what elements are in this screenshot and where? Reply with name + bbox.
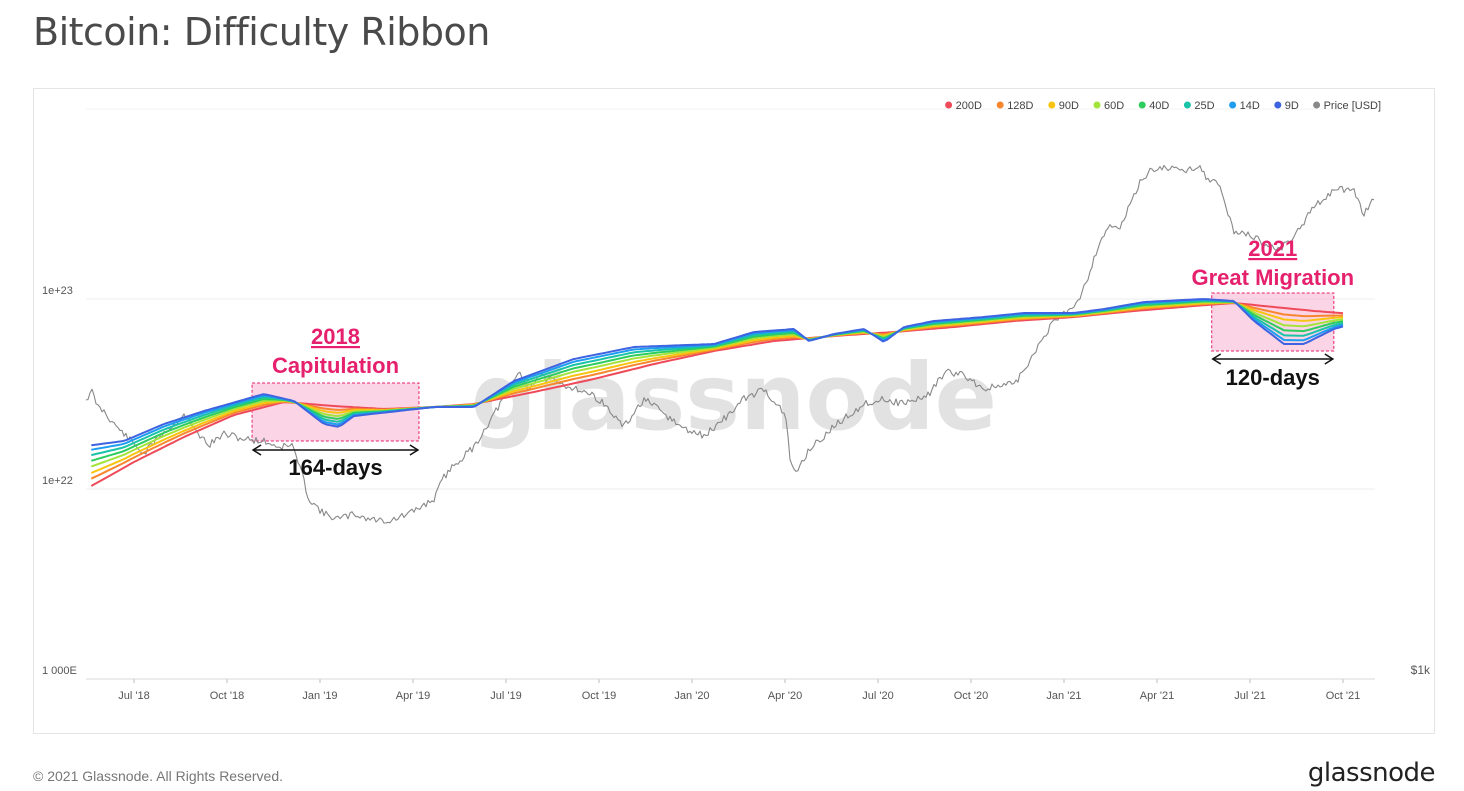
x-tick-label: Jan '19 xyxy=(302,690,337,702)
x-tick-label: Jan '21 xyxy=(1046,690,1081,702)
page-title: Bitcoin: Difficulty Ribbon xyxy=(33,10,490,54)
annotations: 2018 Capitulation 164-days 2021 Great Migrat… xyxy=(251,236,1354,480)
legend-marker[interactable] xyxy=(1138,101,1146,109)
annotation-box xyxy=(1211,292,1335,352)
y-tick-label: 1e+22 xyxy=(42,475,73,487)
annotation-label: Great Migration xyxy=(1191,265,1354,290)
legend[interactable]: Price [USD] 9D 14D 25D 40D 60D 90D 128D 200D xyxy=(945,100,1381,112)
legend-marker[interactable] xyxy=(1048,101,1056,109)
legend-marker[interactable] xyxy=(1313,101,1321,109)
ribbon-line-9D xyxy=(91,298,1344,447)
y-tick-label: 1 000E xyxy=(42,665,77,677)
legend-marker[interactable] xyxy=(1274,101,1282,109)
x-tick-label: Jul '18 xyxy=(118,690,149,702)
y-right-tick-label: $1k xyxy=(1411,663,1431,677)
annotation-arrow-head xyxy=(1211,353,1222,365)
difficulty-ribbon-chart: glassnode 1e+23 1e+22 1 000E $1k Jul '18 Oct … xyxy=(42,100,1431,702)
legend-marker[interactable] xyxy=(1229,101,1237,109)
annotation-year: 2018 xyxy=(311,324,360,349)
y-tick-label: 1e+23 xyxy=(42,285,73,297)
legend-item[interactable]: Price [USD] xyxy=(1324,100,1381,112)
x-tick-label: Oct '21 xyxy=(1326,690,1361,702)
x-tick-label: Oct '19 xyxy=(582,690,617,702)
price-series xyxy=(85,164,1375,524)
brand-logo[interactable]: glassnode xyxy=(1307,758,1436,788)
x-tick-label: Apr '21 xyxy=(1140,690,1175,702)
annotation-arrow-head xyxy=(1324,353,1335,365)
chart-panel: glassnode 1e+23 1e+22 1 000E $1k Jul '18 Oct … xyxy=(33,88,1435,734)
price-line xyxy=(85,164,1375,524)
watermark: glassnode xyxy=(471,344,997,451)
x-tick-label: Oct '18 xyxy=(210,690,245,702)
annotation-duration: 120-days xyxy=(1226,365,1320,390)
legend-item[interactable]: 90D xyxy=(1059,100,1079,112)
x-tick-label: Jul '19 xyxy=(490,690,521,702)
legend-marker[interactable] xyxy=(945,101,953,109)
x-tick-label: Apr '19 xyxy=(396,690,431,702)
annotation-year: 2021 xyxy=(1248,236,1297,261)
annotation-arrow-head xyxy=(251,444,262,456)
x-tick-label: Oct '20 xyxy=(954,690,989,702)
annotation-label: Capitulation xyxy=(272,353,399,378)
annotation-duration: 164-days xyxy=(288,455,382,480)
legend-item[interactable]: 25D xyxy=(1194,100,1214,112)
legend-marker[interactable] xyxy=(1093,101,1101,109)
ribbon-series xyxy=(90,298,1344,487)
legend-item[interactable]: 200D xyxy=(956,100,982,112)
legend-item[interactable]: 60D xyxy=(1104,100,1124,112)
x-tick-label: Jul '21 xyxy=(1234,690,1265,702)
legend-item[interactable]: 14D xyxy=(1240,100,1260,112)
legend-marker[interactable] xyxy=(1183,101,1191,109)
annotation-arrow-head xyxy=(409,444,420,456)
legend-marker[interactable] xyxy=(996,101,1004,109)
copyright: © 2021 Glassnode. All Rights Reserved. xyxy=(33,768,284,784)
x-tick-label: Jan '20 xyxy=(674,690,709,702)
legend-item[interactable]: 9D xyxy=(1285,100,1299,112)
legend-item[interactable]: 128D xyxy=(1007,100,1033,112)
x-tick-label: Apr '20 xyxy=(768,690,803,702)
x-tick-label: Jul '20 xyxy=(862,690,893,702)
legend-item[interactable]: 40D xyxy=(1149,100,1169,112)
axes: 1e+23 1e+22 1 000E $1k Jul '18 Oct '18 Jan '19… xyxy=(42,285,1431,702)
